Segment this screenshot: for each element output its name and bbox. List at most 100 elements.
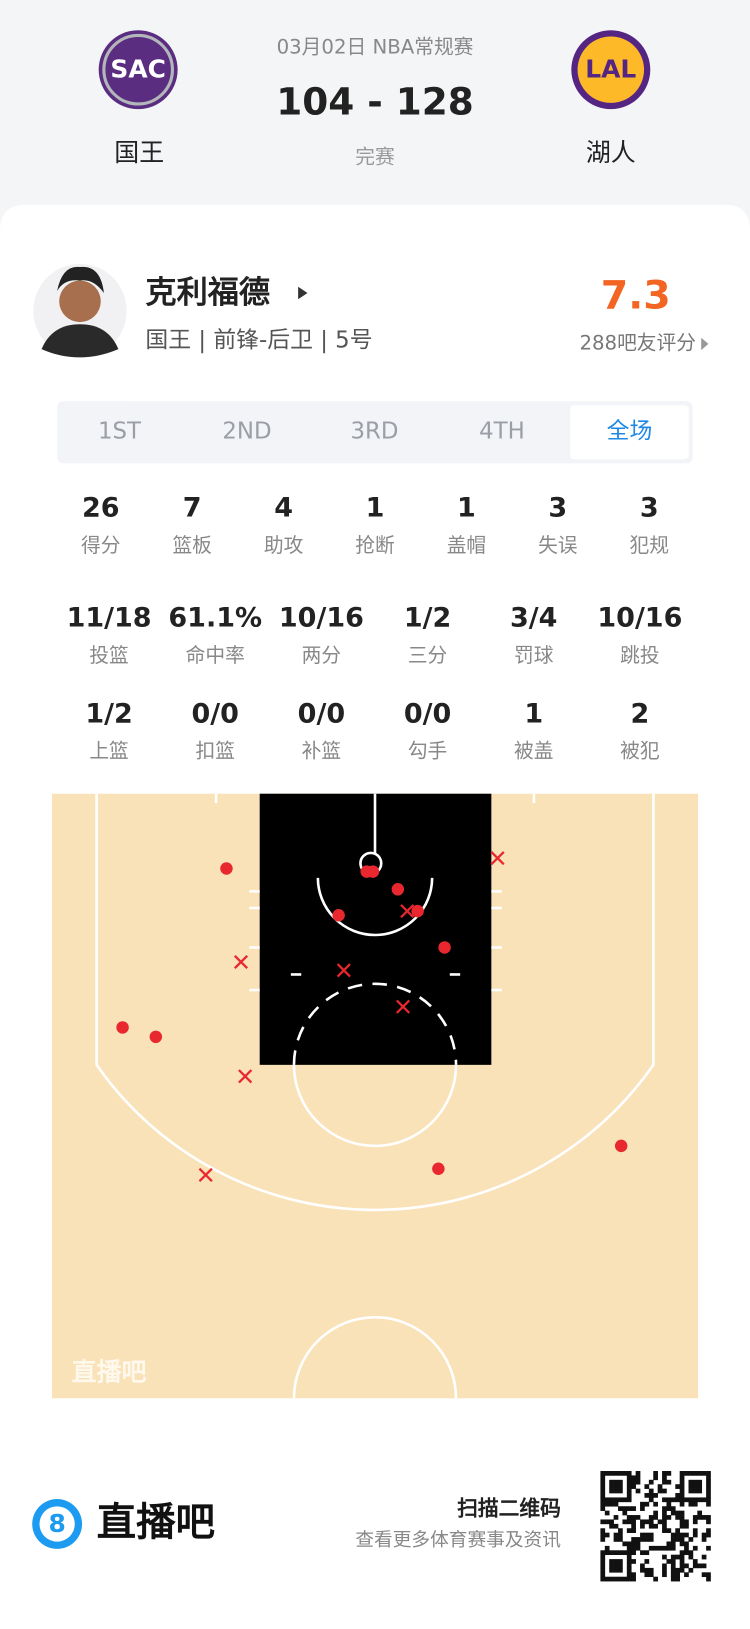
stat-value: 0/0 [192,698,239,729]
shot-missed [396,999,411,1014]
qr-module [631,1572,636,1578]
qr-module [648,1532,654,1538]
qr-module [648,1523,654,1529]
qr-module [626,1554,632,1560]
player-name[interactable]: 克利福德 [145,275,270,311]
qr-module [626,1484,632,1489]
tab[interactable]: 全场 [607,419,653,445]
qr-module [626,1550,632,1556]
qr-module [631,1550,636,1556]
stat-label: 助攻 [264,534,304,557]
shot-made [332,909,345,922]
stat-label: 投篮 [89,644,128,667]
qr-module [613,1537,619,1542]
qr-module [626,1493,632,1498]
shot-made [614,1139,628,1153]
tab[interactable]: 1ST [98,419,142,445]
qr-module [684,1563,689,1569]
rating-label[interactable]: 288吧友评分 [579,331,696,354]
qr-module [684,1550,689,1556]
qr-module [604,1501,610,1507]
avatar-jersey [41,324,119,358]
stat-label: 篮板 [172,534,212,557]
stat-value: 3 [640,493,659,524]
qr-module [679,1523,685,1529]
qr-module [688,1497,694,1503]
shot-made [432,1162,445,1175]
qr-module [618,1532,623,1538]
qr-code [600,1471,711,1582]
qr-module [692,1479,698,1485]
qr-module [697,1510,703,1516]
watermark: 直播吧 [72,1357,147,1386]
qr-module [706,1488,711,1494]
qr-module [666,1541,672,1547]
qr-module [679,1559,685,1564]
rating-arrow [701,337,709,351]
qr-module [609,1519,614,1525]
qr-module [626,1488,632,1494]
qr-module [640,1523,645,1529]
qr-module [648,1515,654,1520]
qr-module [609,1501,614,1507]
qr-module [622,1506,628,1511]
home-logo [98,30,178,110]
qr-module [666,1545,672,1551]
home-logo-ring [102,33,174,106]
brand-logo-inner [39,1506,75,1542]
tab[interactable]: 2ND [222,419,271,445]
qr-module [618,1497,623,1503]
qr-module [706,1493,711,1498]
qr-module [701,1497,707,1503]
qr-module [675,1497,681,1503]
qr-module [600,1554,606,1560]
stat-label: 被犯 [620,740,660,763]
qr-module [631,1537,636,1542]
qr-module [626,1528,632,1533]
shot-made [366,865,380,878]
tab[interactable]: 4TH [479,419,525,445]
qr-module [675,1572,681,1578]
qr-module [679,1475,685,1481]
stat-value: 1/2 [85,698,132,729]
scan-text: 扫描二维码 [457,1496,561,1520]
qr-module [679,1501,685,1507]
qr-module [706,1532,711,1538]
stat-value: 3 [548,493,567,524]
qr-module [635,1541,641,1547]
qr-module [666,1479,672,1485]
tab[interactable]: 3RD [350,419,398,445]
qr-module [622,1497,628,1503]
qr-module [684,1471,689,1476]
qr-module [604,1576,610,1582]
stat-label: 被盖 [514,740,553,763]
qr-module [635,1471,641,1476]
qr-module [662,1471,667,1476]
avatar-hair [57,266,104,294]
qr-module [609,1576,614,1582]
qr-module [640,1537,645,1542]
qr-module [618,1471,623,1476]
qr-module [688,1501,694,1507]
qr-module [618,1537,623,1542]
qr-module [688,1567,694,1573]
qr-module [657,1488,663,1494]
qr-module [604,1510,610,1516]
qr-module [600,1563,606,1569]
stat-value: 3/4 [510,603,557,634]
qr-module [609,1488,614,1494]
qr-module [618,1488,623,1494]
qr-module [670,1554,676,1560]
stat-value: 1 [366,493,385,524]
qr-module [675,1554,681,1560]
qr-module [635,1475,641,1481]
qr-module [692,1545,698,1551]
qr-module [662,1497,667,1503]
qr-module [701,1572,707,1578]
qr-module [626,1497,632,1503]
qr-module [613,1479,619,1485]
qr-module [631,1545,636,1551]
qr-module [684,1523,689,1529]
qr-module [666,1501,672,1507]
